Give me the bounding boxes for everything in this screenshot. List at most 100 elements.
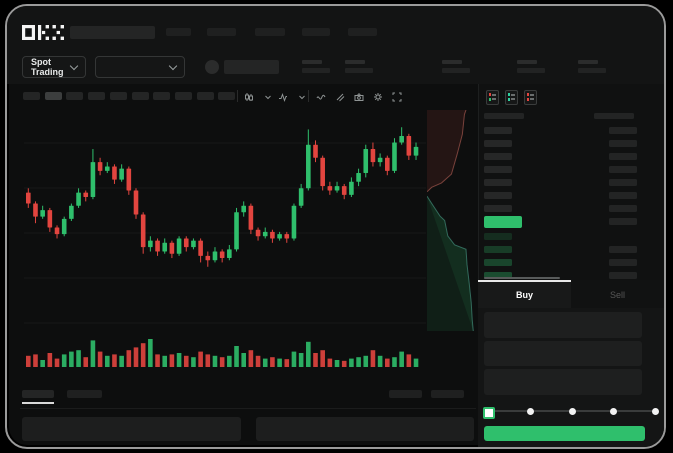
book-combined-icon[interactable] <box>486 90 499 105</box>
book-icon-bottom-mark <box>527 98 529 101</box>
okx-logo[interactable] <box>22 25 64 40</box>
volume-bar <box>47 353 53 367</box>
ticker-stat-label-placeholder <box>345 60 365 64</box>
timeframe-button[interactable] <box>196 92 214 100</box>
book-icon-line <box>530 94 534 96</box>
app-window: Spot Trading <box>5 4 666 449</box>
indicators-icon[interactable] <box>277 91 288 102</box>
market-type-selector[interactable]: Spot Trading <box>22 56 86 78</box>
timeframe-button[interactable] <box>218 92 236 100</box>
slider-stop[interactable] <box>527 408 534 415</box>
order-book-last-price-row[interactable] <box>478 215 664 230</box>
nav-item-placeholder[interactable] <box>207 28 236 36</box>
timeframe-button-active[interactable] <box>44 92 62 100</box>
timeframe-button[interactable] <box>131 92 149 100</box>
order-book-ask-row[interactable] <box>478 124 664 137</box>
candle-body <box>162 242 168 252</box>
order-book-bid-row[interactable] <box>478 230 664 243</box>
order-book-ask-row[interactable] <box>478 163 664 176</box>
nav-item-placeholder[interactable] <box>255 28 285 36</box>
wave-line-icon[interactable] <box>315 91 326 102</box>
volume-bar <box>183 355 189 367</box>
slider-handle-active[interactable] <box>483 407 495 419</box>
candle-body <box>133 190 139 215</box>
order-book-bid-row[interactable] <box>478 269 664 282</box>
book-icon-line <box>511 98 515 100</box>
ticker-stat-value-placeholder <box>345 68 373 73</box>
candlestick-type-icon[interactable] <box>243 91 254 102</box>
bottom-action-placeholder-2[interactable] <box>431 390 464 398</box>
candle-body <box>69 205 74 219</box>
order-book-ask-row[interactable] <box>478 202 664 215</box>
volume-bar <box>76 350 81 367</box>
timeframe-button[interactable] <box>88 92 106 100</box>
book-icon-line <box>492 94 496 96</box>
order-book-ask-row[interactable] <box>478 137 664 150</box>
timeframe-button[interactable] <box>66 92 84 100</box>
book-bids-icon[interactable] <box>505 90 518 105</box>
ticker-stat-value-placeholder <box>442 68 470 73</box>
fullscreen-icon[interactable] <box>391 91 402 102</box>
pair-selector-dropdown[interactable] <box>95 56 185 78</box>
timeframe-button[interactable] <box>174 92 192 100</box>
buy-submit-button[interactable] <box>484 426 645 441</box>
timeframe-button[interactable] <box>153 92 171 100</box>
book-icon-line <box>492 98 496 100</box>
candle-body <box>219 251 225 259</box>
depth-chart <box>427 110 474 331</box>
order-book-bid-row[interactable] <box>478 243 664 256</box>
tab-sell[interactable]: Sell <box>571 280 664 308</box>
ask-price-placeholder <box>484 166 512 173</box>
candle-body <box>385 157 390 171</box>
candle-body <box>270 231 275 239</box>
order-book-ask-row[interactable] <box>478 189 664 202</box>
settings-icon[interactable] <box>372 91 383 102</box>
candle-body <box>112 166 117 180</box>
ask-amount-placeholder <box>609 179 637 186</box>
price-input-placeholder[interactable] <box>484 312 642 338</box>
ask-price-placeholder <box>484 127 512 134</box>
book-asks-icon[interactable] <box>524 90 537 105</box>
camera-icon[interactable] <box>353 91 364 102</box>
tab-buy-label: Buy <box>515 290 533 300</box>
amount-input-placeholder[interactable] <box>484 341 642 366</box>
order-book-bid-row[interactable] <box>478 256 664 269</box>
slider-stop[interactable] <box>651 408 659 415</box>
tab-buy[interactable]: Buy <box>478 280 571 308</box>
candle-body <box>277 234 282 239</box>
candle-body <box>234 212 239 250</box>
candle-body <box>104 166 110 171</box>
bid-amount-placeholder <box>609 259 637 266</box>
order-book-scrollbar[interactable] <box>484 277 560 279</box>
coin-avatar[interactable] <box>205 60 219 74</box>
bottom-tab-placeholder[interactable] <box>67 390 102 398</box>
nav-item-placeholder[interactable] <box>166 28 191 36</box>
nav-item-placeholder[interactable] <box>302 28 330 36</box>
nav-item-placeholder[interactable] <box>348 28 377 36</box>
book-icon-line <box>530 98 534 100</box>
order-book-price-header-placeholder <box>484 113 524 119</box>
volume-bar <box>212 355 218 367</box>
candle-body <box>291 205 297 239</box>
last-price-highlight <box>484 216 522 228</box>
order-book-ask-row[interactable] <box>478 150 664 163</box>
timeframe-button[interactable] <box>109 92 127 100</box>
timeframe-button[interactable] <box>23 92 40 100</box>
header-search-placeholder[interactable] <box>70 26 155 39</box>
bottom-action-placeholder-1[interactable] <box>389 390 422 398</box>
drawing-tools-icon[interactable] <box>334 91 345 102</box>
bottom-tab-active-placeholder[interactable] <box>22 390 54 398</box>
total-input-placeholder[interactable] <box>484 369 642 395</box>
volume-bar <box>406 354 412 367</box>
order-book-ask-row[interactable] <box>478 176 664 189</box>
chevron-down-icon[interactable] <box>262 91 273 102</box>
volume-bar <box>69 351 74 367</box>
volume-bar <box>392 357 397 367</box>
chevron-down-icon[interactable] <box>296 91 307 102</box>
candle-body <box>198 240 203 256</box>
volume-bar <box>313 353 318 367</box>
volume-bar <box>241 353 246 367</box>
slider-stop[interactable] <box>568 408 576 415</box>
slider-stop[interactable] <box>610 408 617 415</box>
